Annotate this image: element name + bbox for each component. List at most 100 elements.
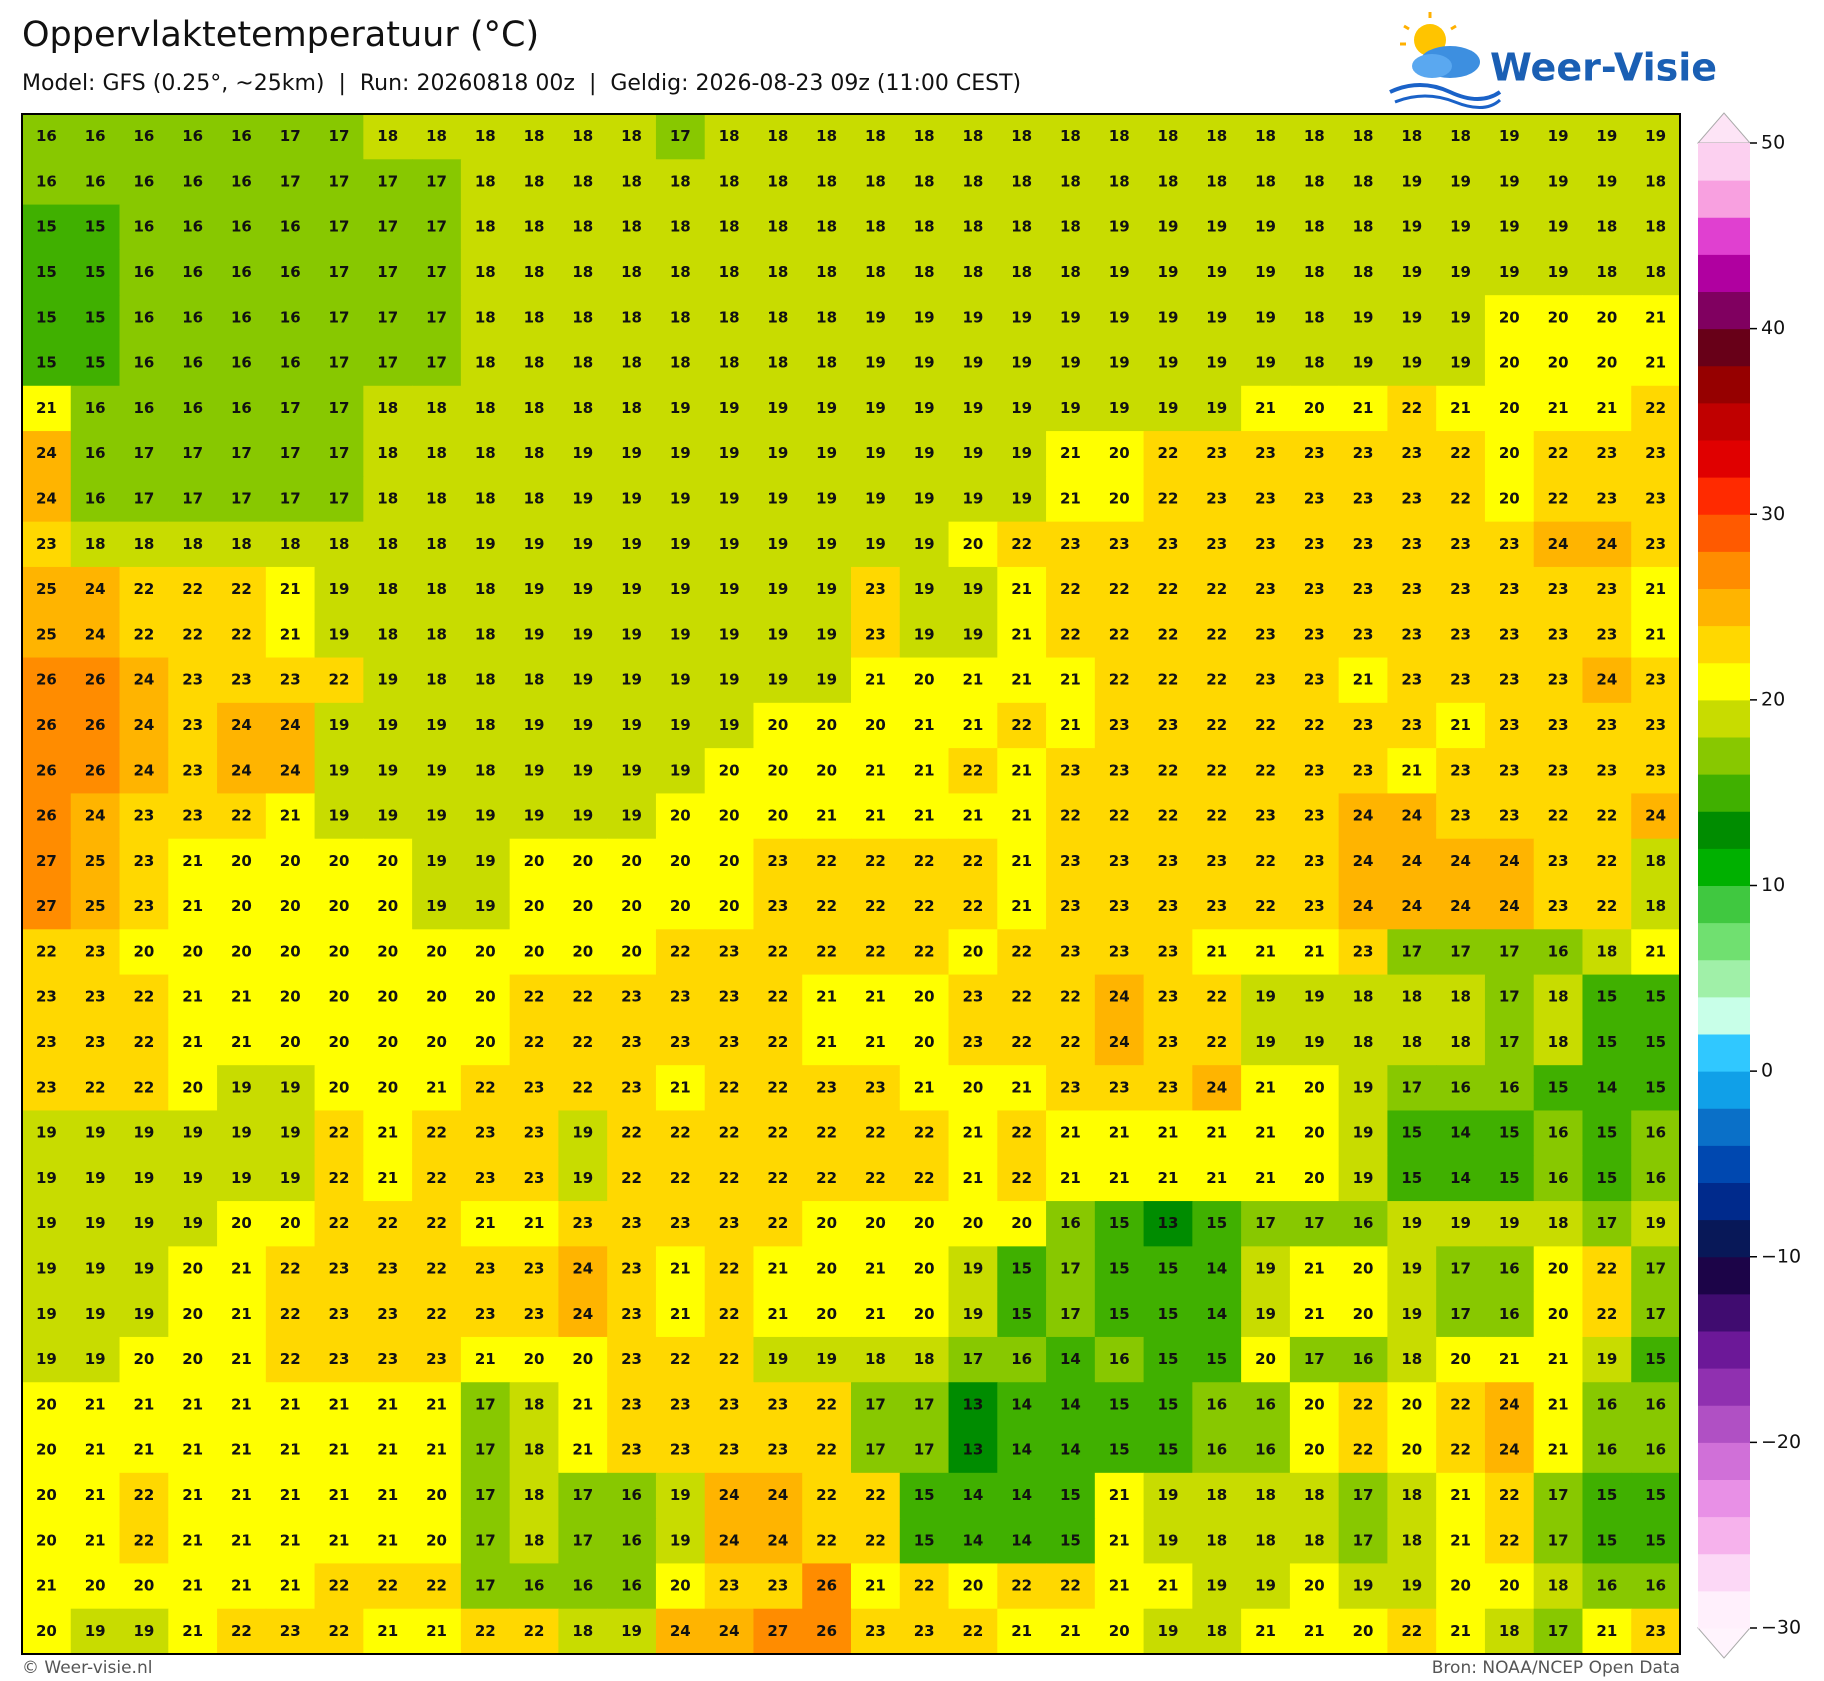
temperature-cell (753, 1201, 803, 1247)
temperature-cell (217, 1382, 267, 1429)
temperature-label: 23 (1304, 852, 1325, 870)
temperature-cell (1436, 1427, 1486, 1474)
temperature-label: 18 (1255, 172, 1276, 190)
temperature-cell (119, 1065, 169, 1111)
temperature-label: 22 (1206, 807, 1227, 825)
temperature-cell (851, 974, 901, 1021)
temperature-cell (460, 1110, 511, 1157)
temperature-label: 18 (1304, 172, 1325, 190)
temperature-label: 22 (1450, 1441, 1471, 1459)
temperature-cell (1094, 884, 1145, 930)
temperature-cell (997, 748, 1047, 794)
temperature-cell (1484, 1110, 1535, 1157)
temperature-cell (802, 1110, 852, 1157)
temperature-label: 22 (231, 625, 252, 643)
temperature-cell (655, 1110, 706, 1157)
temperature-label: 21 (914, 761, 935, 779)
temperature-cell (1387, 1065, 1437, 1111)
temperature-cell (704, 1472, 754, 1519)
temperature-label: 19 (670, 1486, 691, 1504)
temperature-label: 20 (524, 897, 545, 915)
temperature-cell (753, 1246, 803, 1293)
temperature-cell (1387, 974, 1437, 1021)
temperature-label: 16 (36, 172, 57, 190)
temperature-cell (412, 974, 462, 1021)
temperature-cell (607, 838, 657, 885)
temperature-cell (363, 1427, 413, 1474)
temperature-label: 22 (767, 942, 788, 960)
temperature-label: 15 (1645, 988, 1666, 1006)
temperature-label: 18 (1645, 218, 1666, 236)
temperature-label: 18 (1109, 127, 1130, 145)
temperature-cell (363, 748, 413, 794)
temperature-label: 18 (1548, 1033, 1569, 1051)
temperature-label: 19 (670, 671, 691, 689)
temperature-label: 15 (1158, 1350, 1179, 1368)
temperature-cell (217, 521, 267, 568)
temperature-label: 23 (914, 1622, 935, 1640)
temperature-cell (119, 521, 169, 568)
temperature-label: 17 (329, 308, 350, 326)
temperature-label: 16 (85, 399, 106, 417)
temperature-cell (1631, 838, 1681, 885)
temperature-cell (753, 838, 803, 885)
temperature-cell (119, 159, 169, 206)
temperature-label: 19 (133, 1124, 154, 1142)
temperature-cell (1484, 884, 1535, 930)
temperature-label: 21 (865, 807, 886, 825)
temperature-label: 23 (962, 988, 983, 1006)
temperature-cell (704, 1246, 754, 1293)
temperature-cell (1192, 1563, 1242, 1610)
temperature-label: 21 (1645, 308, 1666, 326)
temperature-cell (1436, 476, 1486, 523)
temperature-label: 16 (231, 218, 252, 236)
temperature-label: 19 (621, 444, 642, 462)
temperature-cell (363, 838, 413, 885)
temperature-cell (22, 657, 72, 704)
temperature-cell (851, 702, 901, 749)
temperature-label: 21 (1109, 1169, 1130, 1187)
temperature-label: 24 (572, 1260, 593, 1278)
temperature-cell (607, 1472, 657, 1519)
temperature-cell (509, 1201, 559, 1247)
temperature-cell (70, 884, 121, 930)
temperature-label: 20 (1304, 1169, 1325, 1187)
temperature-label: 18 (1255, 1531, 1276, 1549)
temperature-cell (899, 793, 950, 840)
temperature-label: 16 (572, 1577, 593, 1595)
temperature-label: 19 (1060, 308, 1081, 326)
temperature-cell (509, 295, 559, 341)
temperature-label: 22 (767, 1124, 788, 1142)
temperature-label: 23 (1645, 490, 1666, 508)
subtitle: Model: GFS (0.25°, ~25km) | Run: 2026081… (22, 71, 1021, 96)
temperature-label: 23 (1304, 444, 1325, 462)
temperature-label: 18 (865, 1350, 886, 1368)
temperature-label: 21 (1548, 1350, 1569, 1368)
temperature-label: 16 (1548, 1169, 1569, 1187)
temperature-cell (22, 521, 72, 568)
temperature-cell (363, 159, 413, 206)
temperature-cell (948, 249, 998, 296)
temperature-cell (314, 974, 364, 1021)
temperature-label: 17 (329, 172, 350, 190)
temperature-cell (412, 1563, 462, 1610)
temperature-label: 23 (377, 1260, 398, 1278)
temperature-cell (314, 702, 364, 749)
temperature-cell (704, 1065, 754, 1111)
temperature-cell (412, 204, 462, 251)
temperature-cell (1533, 249, 1583, 296)
temperature-label: 23 (475, 1169, 496, 1187)
temperature-cell (1241, 1336, 1291, 1383)
temperature-cell (22, 1563, 72, 1610)
temperature-label: 20 (1450, 1350, 1471, 1368)
temperature-cell (607, 249, 657, 296)
temperature-cell (802, 1518, 852, 1564)
temperature-cell (70, 702, 121, 749)
temperature-cell (363, 929, 413, 976)
temperature-cell (1436, 1201, 1486, 1247)
temperature-label: 19 (621, 580, 642, 598)
temperature-cell (948, 385, 998, 432)
temperature-label: 18 (572, 1622, 593, 1640)
temperature-cell (1241, 431, 1291, 477)
temperature-label: 21 (1109, 1124, 1130, 1142)
